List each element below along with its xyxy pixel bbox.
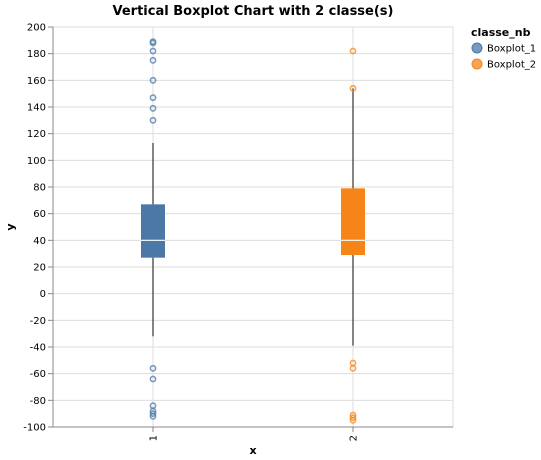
outlier-point <box>149 47 157 55</box>
y-tick-label: 40 <box>33 236 46 247</box>
y-tick-label: 80 <box>33 183 46 194</box>
legend-title: classe_nb <box>471 26 531 39</box>
y-tick-label: 0 <box>40 289 46 300</box>
legend: classe_nb Boxplot_1 Boxplot_2 <box>471 26 536 71</box>
outlier-point <box>349 414 357 422</box>
plot-frame <box>52 26 454 428</box>
y-tick-label: 140 <box>27 103 46 114</box>
box-marks <box>141 38 365 424</box>
outlier-point <box>149 375 157 383</box>
outlier-point <box>149 56 157 64</box>
box-iqr <box>341 188 365 255</box>
y-tick-label: 180 <box>27 49 46 60</box>
box-Boxplot_2 <box>341 47 365 424</box>
y-tick-label: 160 <box>27 76 46 87</box>
outlier-point <box>149 364 157 372</box>
outlier-point <box>149 94 157 102</box>
y-tick-label: 100 <box>27 156 46 167</box>
outlier-point <box>149 39 157 47</box>
outlier-point <box>149 104 157 112</box>
plot-border <box>52 26 454 428</box>
chart-title: Vertical Boxplot Chart with 2 classe(s) <box>113 4 394 19</box>
grid-lines <box>53 26 453 428</box>
outlier-point <box>349 84 357 92</box>
y-tick-label: -20 <box>30 316 46 327</box>
y-tick-label: -80 <box>30 396 46 407</box>
box-iqr <box>141 204 165 258</box>
outlier-point <box>149 116 157 124</box>
y-axis-title: y <box>4 223 17 230</box>
x-axis-title: x <box>249 444 256 457</box>
legend-label: Boxplot_1 <box>487 44 536 55</box>
x-tick-label: 2 <box>349 435 360 441</box>
y-axis: -100 -80 -60 -40 -20 0 20 40 60 80 100 120 140 160 180… <box>23 23 54 434</box>
legend-symbol <box>471 42 483 54</box>
y-tick-label: -100 <box>23 423 46 434</box>
box-Boxplot_1 <box>141 38 165 420</box>
legend-symbol <box>471 58 483 70</box>
y-tick-label: 20 <box>33 263 46 274</box>
outlier-point <box>349 47 357 55</box>
y-tick-label: -60 <box>30 369 46 380</box>
outlier-point <box>349 416 357 424</box>
outlier-point <box>149 76 157 84</box>
x-tick-label: 1 <box>149 435 160 441</box>
legend-label: Boxplot_2 <box>487 60 536 71</box>
outlier-point <box>149 412 157 420</box>
y-tick-label: 60 <box>33 209 46 220</box>
y-tick-label: 120 <box>27 129 46 140</box>
y-tick-label: 200 <box>27 23 46 34</box>
outlier-point <box>149 410 157 418</box>
y-tick-label: -40 <box>30 343 46 354</box>
outlier-point <box>349 364 357 372</box>
